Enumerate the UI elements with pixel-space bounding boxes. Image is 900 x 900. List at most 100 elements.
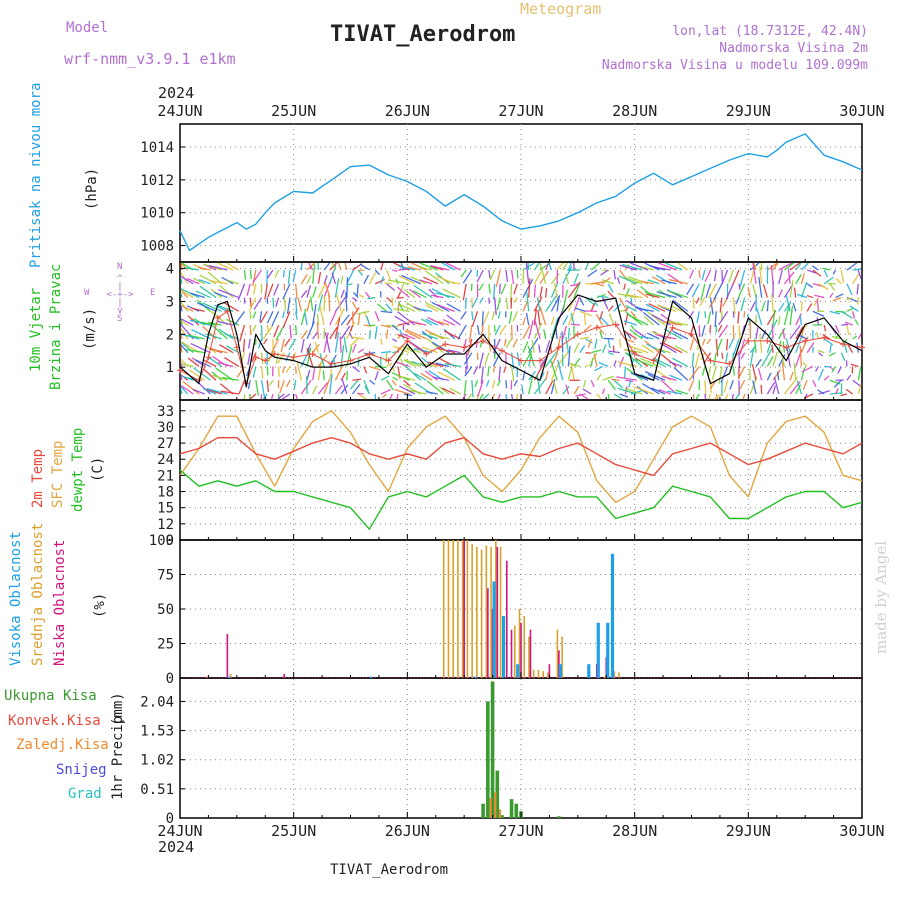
mid-cloud-bar: [466, 540, 469, 678]
wind-vector: [633, 386, 654, 395]
wind-vector: [306, 299, 311, 312]
wind-vector: [262, 393, 268, 400]
wind-vector: [857, 367, 862, 381]
wind-vector: [295, 297, 298, 314]
wind-vector: [849, 305, 859, 312]
high-cloud-bar: [501, 615, 506, 678]
wind-vector: [358, 269, 364, 272]
wind-vector: [731, 393, 734, 400]
wind-vector: [818, 390, 830, 395]
wind-vector: [713, 352, 717, 367]
wind-vector: [832, 296, 842, 302]
wind-vector: [856, 342, 859, 353]
wind-vector: [404, 359, 421, 368]
wind-vector: [510, 366, 515, 382]
wind-vector: [180, 318, 194, 326]
wind-vector: [716, 338, 723, 351]
wind-vector: [618, 275, 637, 285]
wind-vector: [755, 327, 759, 339]
wind-vector: [369, 324, 376, 327]
wind-vector: [525, 262, 530, 284]
wind-vector: [762, 284, 769, 298]
wind-vector: [478, 352, 484, 369]
wind-vector: [608, 352, 614, 356]
wind-vector: [180, 278, 183, 284]
wind-vector: [793, 287, 797, 298]
wind-gust-marker: [764, 337, 771, 344]
wind-vector: [642, 312, 660, 326]
high-cloud-bar: [606, 622, 610, 678]
wind-vector: [729, 380, 734, 390]
wind-vector: [282, 283, 291, 300]
wind-vector: [701, 366, 706, 376]
wind-vector: [748, 369, 751, 381]
wind-vector: [792, 302, 797, 312]
wind-vector: [611, 378, 620, 381]
wind-vector: [380, 388, 392, 395]
wind-vector: [704, 269, 712, 283]
wind-vector: [701, 269, 706, 281]
wind-vector: [668, 290, 689, 299]
wind-vector: [835, 293, 844, 299]
mid-cloud-bar: [490, 546, 492, 678]
wind-vector: [297, 297, 302, 312]
wind-vector: [248, 338, 251, 349]
wind-vector: [397, 291, 402, 298]
wind-vector: [711, 366, 717, 380]
wind-vector: [673, 367, 689, 381]
wind-vector: [238, 379, 246, 394]
wind-vector: [374, 311, 380, 322]
wind-vector: [782, 328, 786, 339]
wind-vector: [252, 283, 257, 295]
wind-vector: [567, 345, 571, 367]
wind-vector: [445, 280, 461, 285]
day-tick-label-bottom: 29JUN: [726, 822, 771, 840]
wind-vector: [494, 324, 501, 335]
wind-vector: [180, 376, 183, 381]
wind-vector: [432, 376, 450, 381]
wind-vector: [441, 262, 456, 271]
wind-vector: [747, 286, 751, 298]
wind-vector: [837, 366, 842, 374]
wind-vector: [740, 352, 746, 360]
wind-vector: [189, 319, 211, 326]
wind-vector: [340, 314, 350, 326]
wind-vector: [593, 353, 598, 367]
wind-vector: [444, 330, 461, 340]
wind-vector: [840, 269, 844, 283]
wind-vector: [476, 269, 479, 277]
wind-vector: [243, 269, 247, 280]
wind-vector: [180, 389, 183, 395]
wind-vector: [389, 393, 393, 400]
low-cloud-bar: [226, 633, 229, 678]
wind-vector: [785, 294, 791, 312]
wind-vector: [385, 269, 391, 280]
wind-vector: [374, 326, 378, 339]
wind-vector: [328, 293, 331, 312]
wind-vector: [575, 393, 586, 397]
wind-vector: [271, 393, 274, 400]
wind-vector: [215, 367, 234, 381]
wind-vector: [789, 262, 800, 271]
wind-vector: [468, 325, 473, 343]
wind-vector: [425, 318, 439, 326]
wind-vector: [770, 264, 774, 284]
wind-vector: [510, 297, 513, 309]
high-cloud-label: Visoka Oblacnost: [8, 531, 24, 666]
wind-vector: [647, 279, 660, 285]
wind-vector: [480, 325, 484, 340]
wind-vector: [225, 333, 240, 340]
wind-vector: [702, 338, 706, 346]
wind-vector: [396, 393, 399, 400]
wind-gust-marker: [707, 357, 714, 364]
wind-vector: [656, 291, 677, 299]
wind-vector: [598, 311, 604, 321]
wind-vector: [491, 311, 496, 320]
wind-vector: [668, 278, 688, 285]
wind-vector: [404, 365, 422, 381]
wind-vector: [556, 262, 564, 271]
wind-vector: [386, 362, 393, 368]
y-tick-label: 18: [157, 485, 174, 501]
wind-vector: [854, 319, 859, 326]
day-tick-label-top: 25JUN: [271, 102, 316, 120]
